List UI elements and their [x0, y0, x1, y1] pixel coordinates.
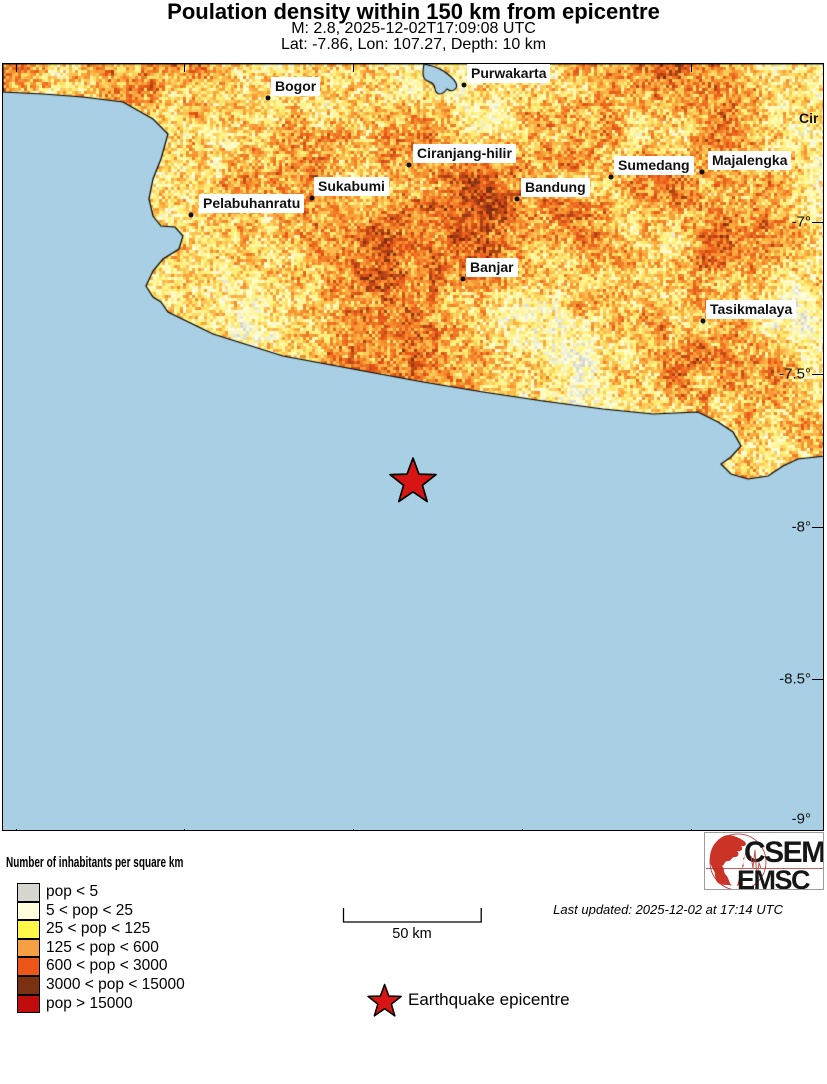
svg-text:EMSC: EMSC — [737, 865, 810, 890]
